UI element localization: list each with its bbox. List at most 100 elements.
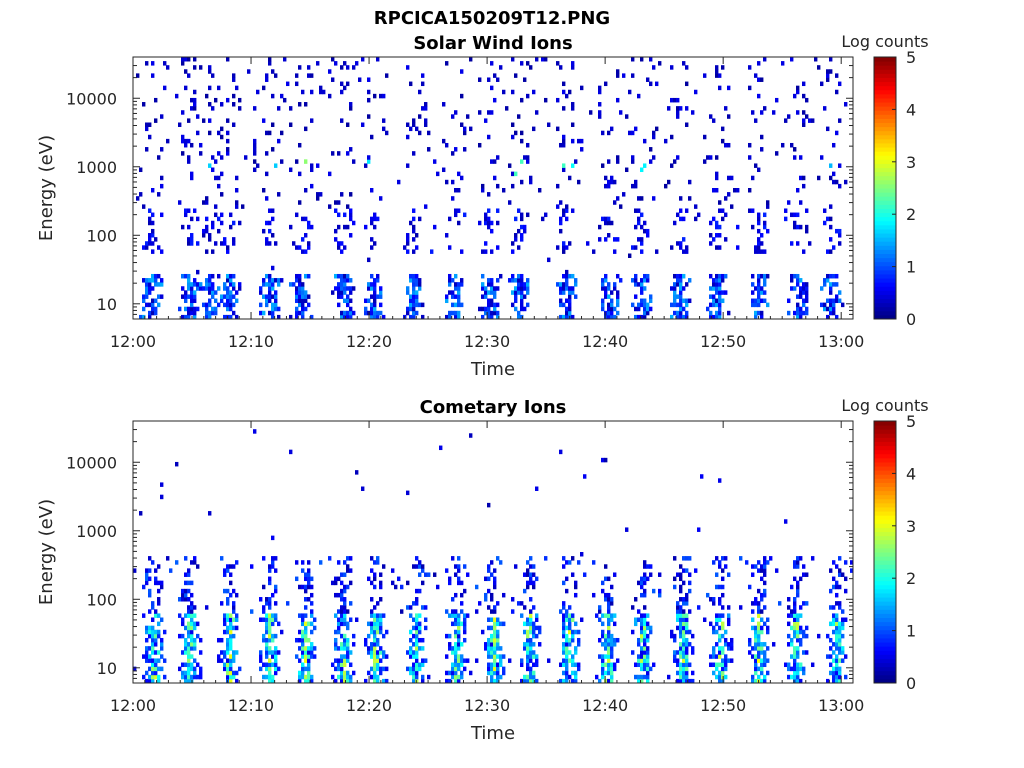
heatmap-cell: [562, 282, 566, 287]
heatmap-cell: [799, 662, 803, 668]
colorbar-tick-label: 1: [906, 622, 916, 641]
heatmap-cell: [826, 678, 830, 684]
heatmap-cell: [787, 662, 791, 668]
heatmap-cell: [718, 674, 722, 680]
heatmap-cell: [565, 674, 569, 680]
heatmap-cell: [613, 200, 617, 205]
heatmap-cell: [529, 621, 533, 627]
heatmap-cell: [370, 609, 374, 614]
heatmap-cell: [664, 138, 668, 144]
heatmap-cell: [751, 175, 755, 181]
heatmap-cell: [796, 674, 800, 680]
heatmap-cell: [340, 678, 344, 684]
heatmap-cell: [709, 310, 713, 316]
heatmap-cell: [490, 310, 494, 316]
heatmap-cell: [145, 302, 149, 308]
colorbar-swatch: [874, 151, 896, 156]
heatmap-cell: [220, 102, 224, 107]
heatmap-cell: [451, 294, 455, 299]
heatmap-cell: [328, 204, 332, 209]
heatmap-cell: [487, 637, 491, 643]
heatmap-cell: [676, 613, 680, 618]
heatmap-cell: [634, 662, 638, 668]
heatmap-cell: [712, 237, 716, 242]
heatmap-cell: [529, 646, 533, 651]
heatmap-cell: [307, 273, 311, 279]
heatmap-cell: [304, 273, 308, 279]
heatmap-cell: [250, 564, 254, 569]
heatmap-cell: [280, 159, 284, 164]
heatmap-cell: [628, 130, 632, 136]
heatmap-cell: [526, 674, 530, 680]
heatmap-cell: [373, 674, 377, 680]
heatmap-cell: [652, 662, 656, 668]
heatmap-cell: [562, 678, 566, 684]
heatmap-cell: [160, 580, 164, 586]
heatmap-cell: [187, 678, 191, 684]
heatmap-cell: [265, 654, 269, 659]
heatmap-cell: [340, 278, 344, 283]
heatmap-cell: [694, 568, 698, 573]
heatmap-cell: [157, 666, 161, 672]
heatmap-cell: [670, 314, 674, 320]
heatmap-cell: [643, 605, 647, 610]
heatmap-cell: [454, 678, 458, 684]
colorbar-swatch: [874, 625, 896, 631]
heatmap-cell: [151, 658, 155, 663]
heatmap-cell: [343, 601, 347, 606]
colorbar-swatch: [874, 494, 896, 500]
heatmap-cell: [301, 237, 305, 242]
heatmap-cell: [622, 192, 626, 197]
heatmap-cell: [718, 224, 722, 230]
heatmap-cell: [754, 249, 758, 254]
heatmap-cell: [457, 220, 461, 226]
heatmap-cell: [412, 314, 416, 320]
heatmap-cell: [664, 183, 668, 189]
heatmap-cell: [232, 601, 236, 606]
heatmap-cell: [379, 93, 383, 99]
heatmap-cell: [511, 597, 515, 602]
heatmap-cell: [604, 670, 608, 676]
heatmap-cell: [253, 151, 257, 156]
heatmap-cell: [376, 310, 380, 316]
heatmap-cell: [640, 633, 644, 639]
heatmap-cell: [145, 572, 149, 577]
heatmap-cell: [148, 568, 152, 573]
heatmap-cell: [181, 224, 185, 230]
heatmap-cell: [835, 179, 839, 185]
colorbar-swatch: [874, 629, 896, 635]
heatmap-cell: [526, 568, 530, 573]
colorbar-swatch: [874, 306, 896, 312]
heatmap-cell: [211, 167, 215, 173]
heatmap-cell: [685, 637, 689, 643]
heatmap-cell: [529, 572, 533, 577]
heatmap-cell: [643, 654, 647, 659]
heatmap-cell: [454, 670, 458, 676]
heatmap-cell: [142, 278, 146, 283]
heatmap-cell: [715, 273, 719, 279]
heatmap-cell: [493, 670, 497, 676]
heatmap-cell: [148, 220, 152, 226]
heatmap-cell: [163, 85, 167, 91]
heatmap-cell: [340, 666, 344, 672]
heatmap-cell: [679, 654, 683, 659]
heatmap-cell: [454, 286, 458, 291]
heatmap-cell: [307, 245, 311, 250]
colorbar-swatch: [874, 228, 896, 234]
heatmap-cell: [616, 658, 620, 663]
heatmap-cell: [280, 278, 284, 283]
heatmap-cell: [385, 654, 389, 659]
heatmap-cell: [145, 290, 149, 295]
heatmap-cell: [274, 584, 278, 590]
heatmap-cell: [304, 621, 308, 627]
heatmap-cell: [838, 642, 842, 647]
heatmap-cell: [703, 617, 707, 622]
heatmap-cell: [823, 208, 827, 213]
heatmap-cell: [748, 155, 752, 160]
heatmap-cell: [301, 646, 305, 651]
heatmap-cell: [487, 208, 491, 213]
heatmap-cell: [832, 629, 836, 635]
heatmap-cell: [415, 633, 419, 639]
heatmap-cell: [415, 625, 419, 631]
heatmap-cell: [490, 609, 494, 614]
